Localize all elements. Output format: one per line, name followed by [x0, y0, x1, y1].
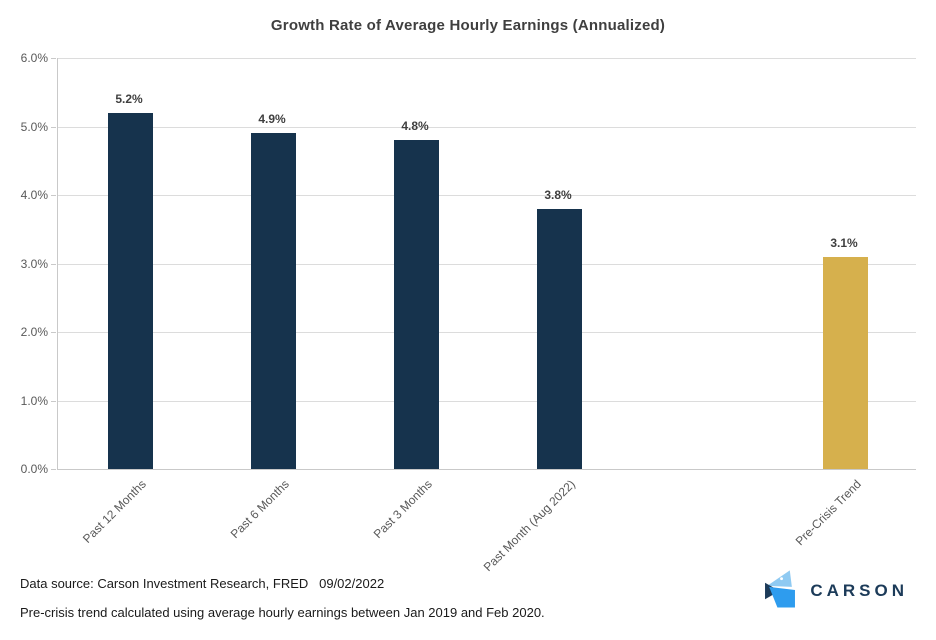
gridline — [58, 264, 916, 265]
y-axis-tick — [51, 127, 56, 128]
gridline — [58, 58, 916, 59]
y-axis-label: 2.0% — [20, 325, 48, 339]
carson-logo: CARSON — [764, 570, 908, 610]
y-axis-label: 3.0% — [20, 257, 48, 271]
gridline — [58, 332, 916, 333]
bar-value-label: 3.1% — [830, 236, 858, 250]
bar-value-label: 4.9% — [258, 112, 286, 126]
chart-plot-area — [57, 58, 916, 470]
bar-past-12-months — [107, 113, 153, 469]
bar-pre-crisis-trend — [822, 257, 868, 469]
bar-value-label: 3.8% — [544, 188, 572, 202]
chart-title: Growth Rate of Average Hourly Earnings (… — [270, 17, 666, 34]
carson-logo-text: CARSON — [810, 580, 908, 600]
bar-past-month-aug-2022 — [536, 209, 582, 469]
methodology-note: Pre-crisis trend calculated using averag… — [20, 605, 545, 620]
y-axis-label: 5.0% — [20, 120, 48, 134]
y-axis-tick — [51, 58, 56, 59]
carson-logo-icon — [765, 570, 796, 608]
y-axis-tick — [51, 469, 56, 470]
y-axis-label: 0.0% — [20, 462, 48, 476]
y-axis-label: 4.0% — [20, 188, 48, 202]
data-source-note: Data source: Carson Investment Research,… — [20, 576, 385, 591]
y-axis-tick — [51, 264, 56, 265]
y-axis-tick — [51, 332, 56, 333]
y-axis-label: 1.0% — [20, 394, 48, 408]
gridline — [58, 401, 916, 402]
y-axis-label: 6.0% — [20, 51, 48, 65]
bar-past-3-months — [393, 140, 439, 469]
bar-past-6-months — [250, 133, 296, 469]
bar-value-label: 4.8% — [401, 119, 429, 133]
bar-value-label: 5.2% — [115, 92, 143, 106]
x-axis-label: Pre-Crisis Trend — [792, 477, 864, 549]
gridline — [58, 195, 916, 196]
y-axis-tick — [51, 401, 56, 402]
gridline — [58, 127, 916, 128]
y-axis-tick — [51, 195, 56, 196]
